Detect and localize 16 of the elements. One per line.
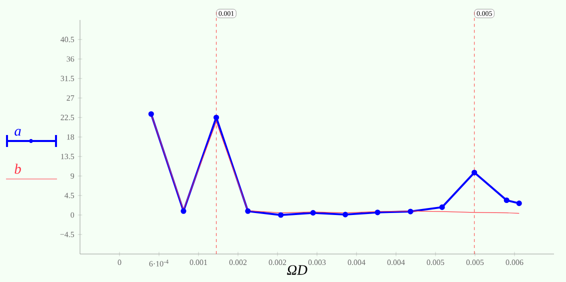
- point: [516, 200, 522, 206]
- point: [408, 208, 414, 214]
- point: [278, 212, 284, 218]
- text: b: [14, 164, 21, 174]
- point: [472, 170, 478, 176]
- point: [148, 111, 154, 117]
- point: [374, 210, 380, 216]
- point: [245, 208, 251, 214]
- legend-label: a: [14, 128, 21, 136]
- point: [439, 204, 445, 210]
- point: [180, 208, 186, 214]
- point: [504, 197, 510, 204]
- point: [342, 212, 348, 218]
- point: [213, 114, 220, 120]
- point: [310, 210, 316, 216]
- x-axis-title: ΩD: [287, 265, 308, 275]
